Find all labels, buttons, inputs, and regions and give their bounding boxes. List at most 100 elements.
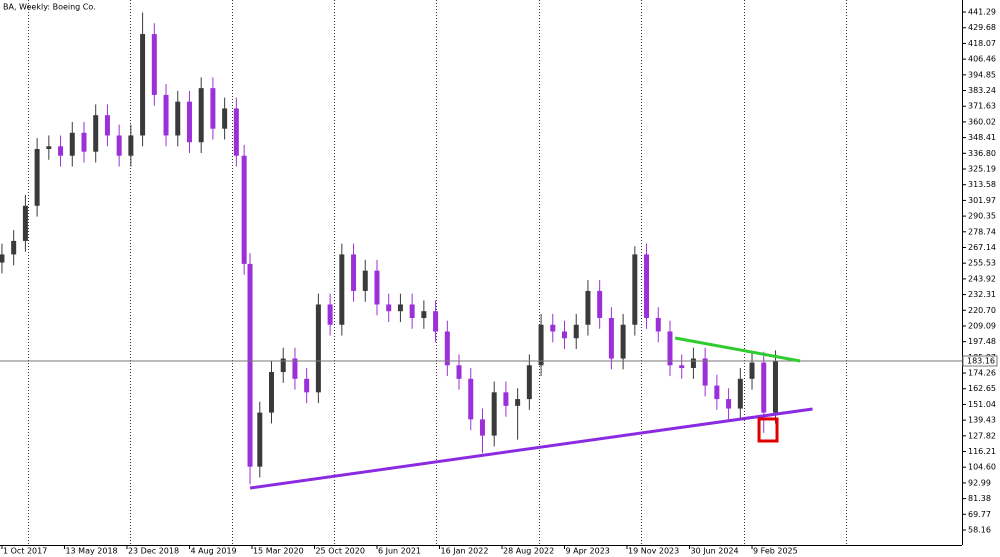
candle-body	[241, 155, 247, 264]
candle-body	[233, 108, 239, 156]
y-tick-label: 290.35	[968, 212, 996, 221]
x-tick-label: 23 Dec 2018	[128, 547, 179, 556]
candle-body	[761, 362, 767, 413]
y-tick-label: 174.26	[968, 369, 996, 378]
candle-body	[608, 317, 614, 359]
candle-body	[151, 34, 157, 95]
candle-body	[690, 358, 696, 368]
y-tick-label: 394.85	[968, 70, 996, 79]
highlight-box	[757, 417, 779, 443]
y-tick-label: 360.02	[968, 117, 996, 126]
candle-body	[327, 304, 333, 325]
y-tick-label: 69.77	[968, 510, 991, 519]
y-tick-label: 197.48	[968, 337, 996, 346]
candle-body	[456, 365, 462, 379]
candle-body	[11, 240, 17, 255]
y-tick-label: 151.04	[968, 400, 996, 409]
y-tick-label: 371.63	[968, 102, 996, 111]
candle-body	[257, 412, 263, 467]
candle-body	[726, 399, 732, 409]
y-tick-label: 429.68	[968, 23, 996, 32]
y-tick-label: 243.92	[968, 274, 996, 283]
x-tick-label: 4 Aug 2019	[190, 547, 236, 556]
candle-body	[339, 254, 345, 325]
y-tick-label: 139.43	[968, 416, 996, 425]
y-tick-label: 127.82	[968, 431, 996, 440]
candle-body	[515, 399, 521, 406]
y-tick-label: 232.31	[968, 290, 996, 299]
candle-body	[93, 115, 99, 152]
y-tick-label: 92.99	[968, 478, 991, 487]
candle-body	[397, 304, 403, 312]
chart-title: BA, Weekly: Boeing Co.	[3, 3, 96, 12]
candle-body	[34, 148, 40, 206]
y-tick-label: 406.46	[968, 55, 996, 64]
y-tick-label: 255.53	[968, 259, 996, 268]
trend-line	[674, 336, 801, 363]
candle-body	[269, 372, 275, 413]
candle-body	[714, 385, 720, 400]
x-tick-label: 15 Mar 2020	[253, 547, 304, 556]
candle-body	[104, 115, 110, 136]
x-tick-label: 30 Jun 2024	[691, 547, 739, 556]
candle-body	[81, 132, 87, 152]
candle-body	[280, 358, 286, 373]
candle-body	[644, 254, 650, 318]
y-tick-label: 58.16	[968, 526, 991, 535]
candle-body	[573, 324, 579, 339]
last-price-box	[962, 355, 998, 367]
candle-body	[538, 324, 544, 366]
candle-body	[491, 392, 497, 436]
x-tick-label: 9 Feb 2025	[753, 547, 798, 556]
y-tick-label: 325.19	[968, 165, 996, 174]
y-tick-label: 116.21	[968, 447, 996, 456]
candle-body	[222, 108, 228, 129]
x-tick-label: 25 Oct 2020	[315, 547, 364, 556]
last-price-label: 183.16	[967, 357, 995, 366]
candle-body	[304, 378, 310, 393]
y-tick-label: 162.65	[968, 384, 996, 393]
candle-body	[374, 270, 380, 305]
y-tick-label: 278.74	[968, 227, 996, 236]
candle-body	[292, 358, 298, 379]
candle-body	[597, 290, 603, 318]
y-tick-label: 441.29	[968, 8, 996, 17]
candle-body	[140, 34, 146, 136]
candle-body	[163, 94, 169, 136]
y-tick-label: 220.70	[968, 306, 996, 315]
candle-body	[198, 88, 204, 143]
x-tick-label: 1 Oct 2017	[3, 547, 47, 556]
candle-body	[0, 254, 5, 263]
candle-body	[421, 311, 427, 318]
candle-body	[22, 205, 28, 241]
candle-body	[737, 378, 743, 409]
candle-body	[247, 263, 253, 467]
y-tick-label: 348.41	[968, 133, 996, 142]
x-tick-label: 28 Aug 2022	[503, 547, 554, 556]
y-tick-label: 418.07	[968, 39, 996, 48]
candle-body	[503, 392, 509, 406]
candle-body	[679, 365, 685, 368]
candle-body	[702, 358, 708, 386]
candle-body	[620, 324, 626, 359]
candle-body	[772, 361, 778, 413]
candle-body	[175, 101, 181, 136]
candle-body	[655, 317, 661, 332]
candle-body	[526, 365, 532, 400]
y-tick-label: 301.97	[968, 196, 996, 205]
trend-line	[249, 407, 813, 490]
candle-body	[632, 254, 638, 325]
candle-body	[128, 135, 134, 156]
candle-body	[186, 101, 192, 143]
y-tick-label: 209.09	[968, 321, 996, 330]
x-tick-label: 19 Nov 2023	[628, 547, 679, 556]
y-tick-label: 313.58	[968, 180, 996, 189]
candle-body	[362, 270, 368, 291]
candle-body	[667, 331, 673, 366]
candle-body	[585, 290, 591, 325]
candle-body	[351, 254, 357, 291]
candle-body	[468, 378, 474, 420]
x-tick-label: 9 Apr 2023	[566, 547, 610, 556]
